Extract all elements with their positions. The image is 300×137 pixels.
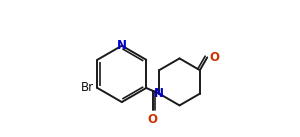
Text: O: O <box>210 51 220 64</box>
Text: Br: Br <box>81 82 94 95</box>
Text: N: N <box>117 39 127 52</box>
Text: O: O <box>148 113 158 125</box>
Text: N: N <box>154 87 164 100</box>
